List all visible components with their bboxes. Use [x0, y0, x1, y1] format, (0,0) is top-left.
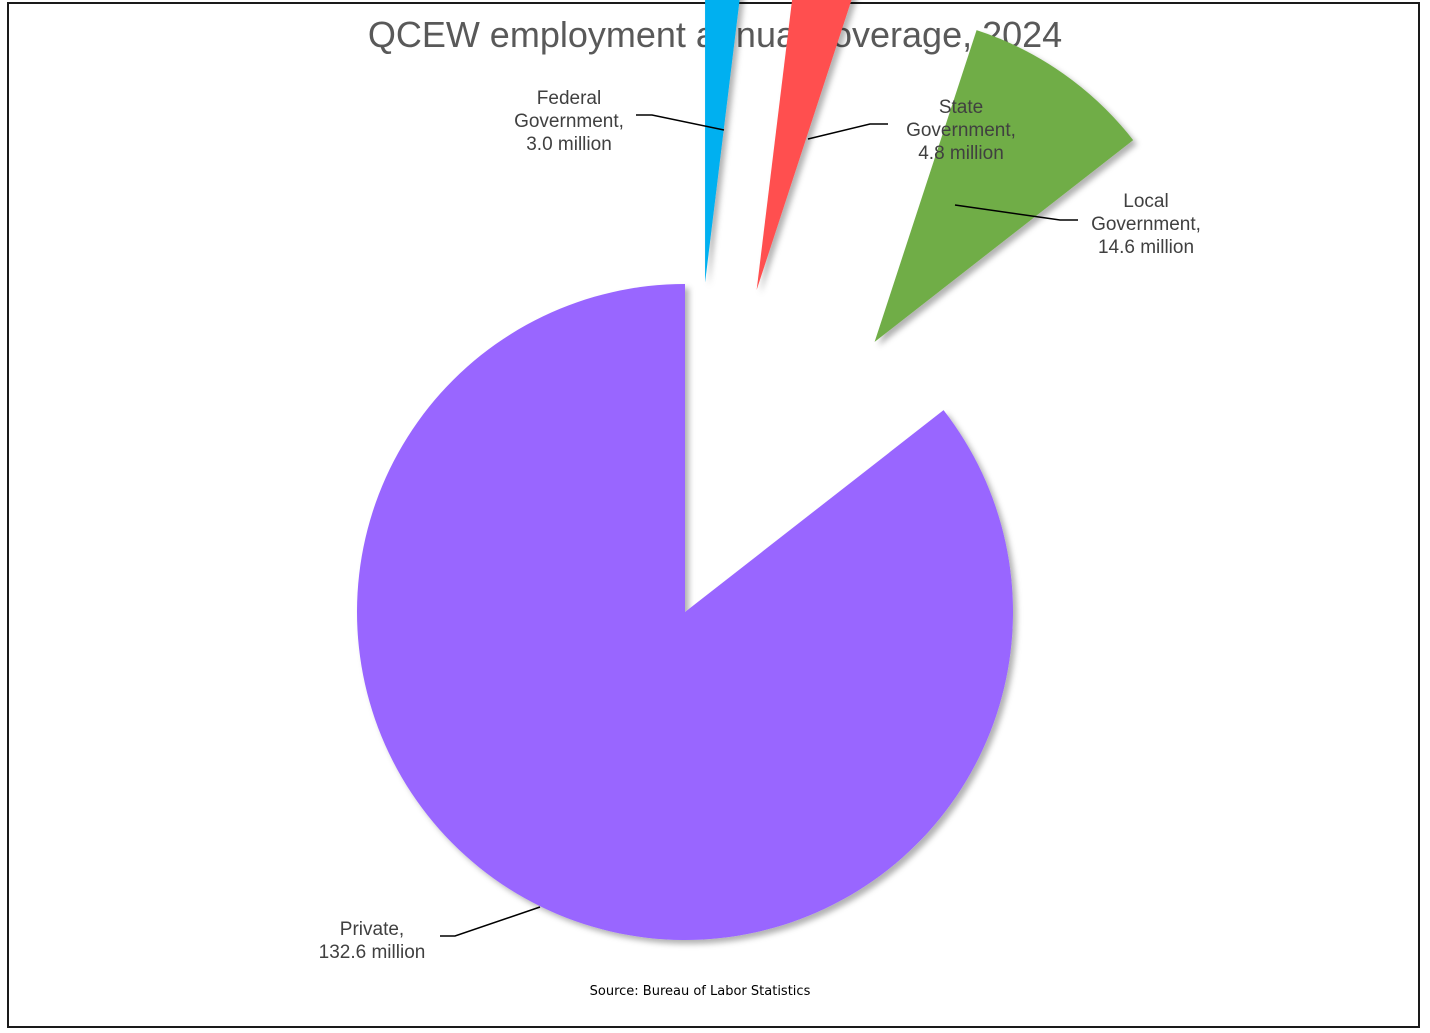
leader-line-private	[440, 906, 541, 937]
data-label-state-government: State Government, 4.8 million	[906, 97, 1016, 164]
data-label-local-government: Local Government, 14.6 million	[1091, 191, 1201, 258]
chart-source: Source: Bureau of Labor Statistics	[589, 984, 811, 999]
pie-slice-private	[356, 284, 1013, 940]
pie-slice-local-government	[874, 30, 1134, 342]
pie-slice-state-government	[756, 0, 852, 290]
data-label-private: Private, 132.6 million	[319, 919, 426, 963]
leader-line-local-government	[954, 204, 1078, 221]
pie-slice-federal-government	[705, 0, 740, 283]
data-label-federal-government: Federal Government, 3.0 million	[514, 88, 624, 155]
leader-line-state-government	[807, 123, 888, 140]
leader-line-federal-government	[636, 114, 725, 131]
